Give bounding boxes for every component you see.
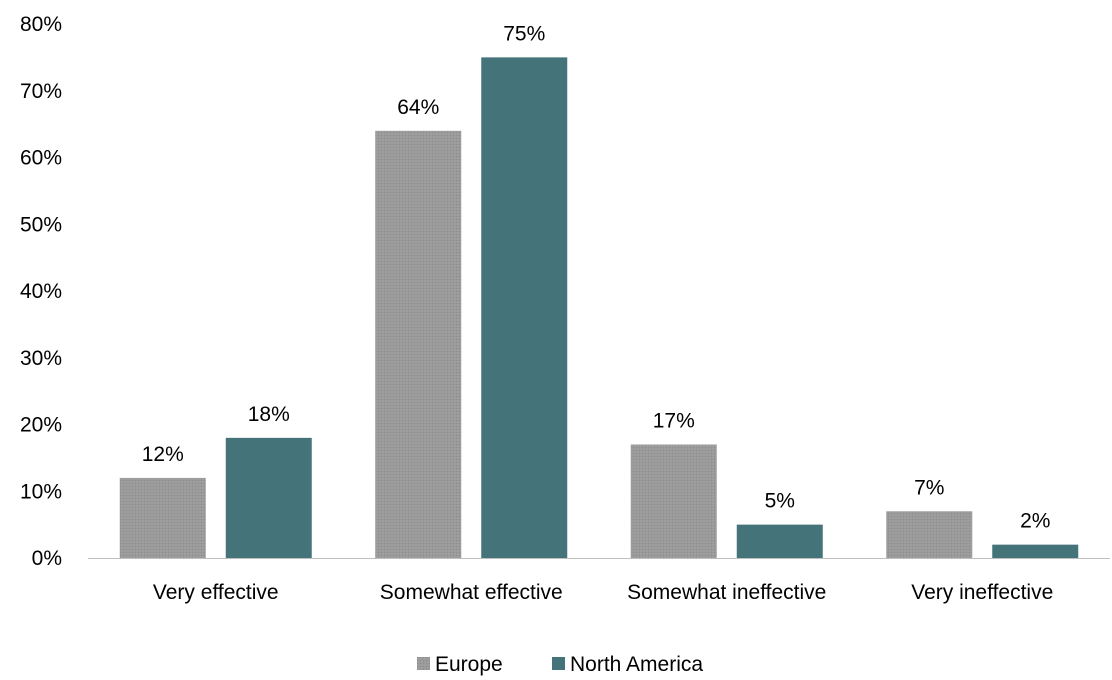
x-axis: Very effective Somewhat effective Somewhat… <box>153 581 1053 604</box>
x-category-label: Somewhat ineffective <box>627 581 826 604</box>
data-label: 5% <box>765 490 795 513</box>
bar-europe <box>119 477 206 558</box>
x-category-label: Somewhat effective <box>380 581 563 604</box>
y-tick-label: 40% <box>20 280 62 303</box>
y-tick-label: 80% <box>20 13 62 36</box>
y-tick-label: 10% <box>20 480 62 503</box>
legend-swatch <box>552 657 565 670</box>
y-tick-label: 50% <box>20 213 62 236</box>
x-category-label: Very effective <box>153 581 279 604</box>
bars <box>119 57 1079 559</box>
data-label: 18% <box>248 403 290 426</box>
bar-north-america <box>736 524 823 558</box>
y-axis: 0% 10% 20% 30% 40% 50% 60% 70% 80% <box>20 13 62 570</box>
y-tick-label: 60% <box>20 147 62 170</box>
y-tick-label: 70% <box>20 80 62 103</box>
data-label: 2% <box>1020 510 1050 533</box>
data-labels: 12% 18% 64% 75% 17% 5% 7% 2% <box>142 22 1051 532</box>
legend-label: Europe <box>435 653 503 676</box>
bar-north-america <box>481 57 568 558</box>
data-label: 7% <box>914 476 944 499</box>
data-label: 12% <box>142 443 184 466</box>
x-category-label: Very ineffective <box>911 581 1053 604</box>
data-label: 17% <box>653 410 695 433</box>
data-label: 75% <box>503 22 545 45</box>
bar-europe <box>886 511 973 558</box>
bar-north-america <box>225 437 312 558</box>
y-tick-label: 30% <box>20 347 62 370</box>
bar-europe <box>630 444 717 558</box>
data-label: 64% <box>397 96 439 119</box>
bar-europe <box>375 130 462 559</box>
legend: Europe North America <box>417 653 703 676</box>
y-tick-label: 20% <box>20 414 62 437</box>
y-tick-label: 0% <box>32 547 62 570</box>
legend-label: North America <box>570 653 703 676</box>
legend-swatch <box>417 657 430 670</box>
bar-north-america <box>992 544 1079 558</box>
